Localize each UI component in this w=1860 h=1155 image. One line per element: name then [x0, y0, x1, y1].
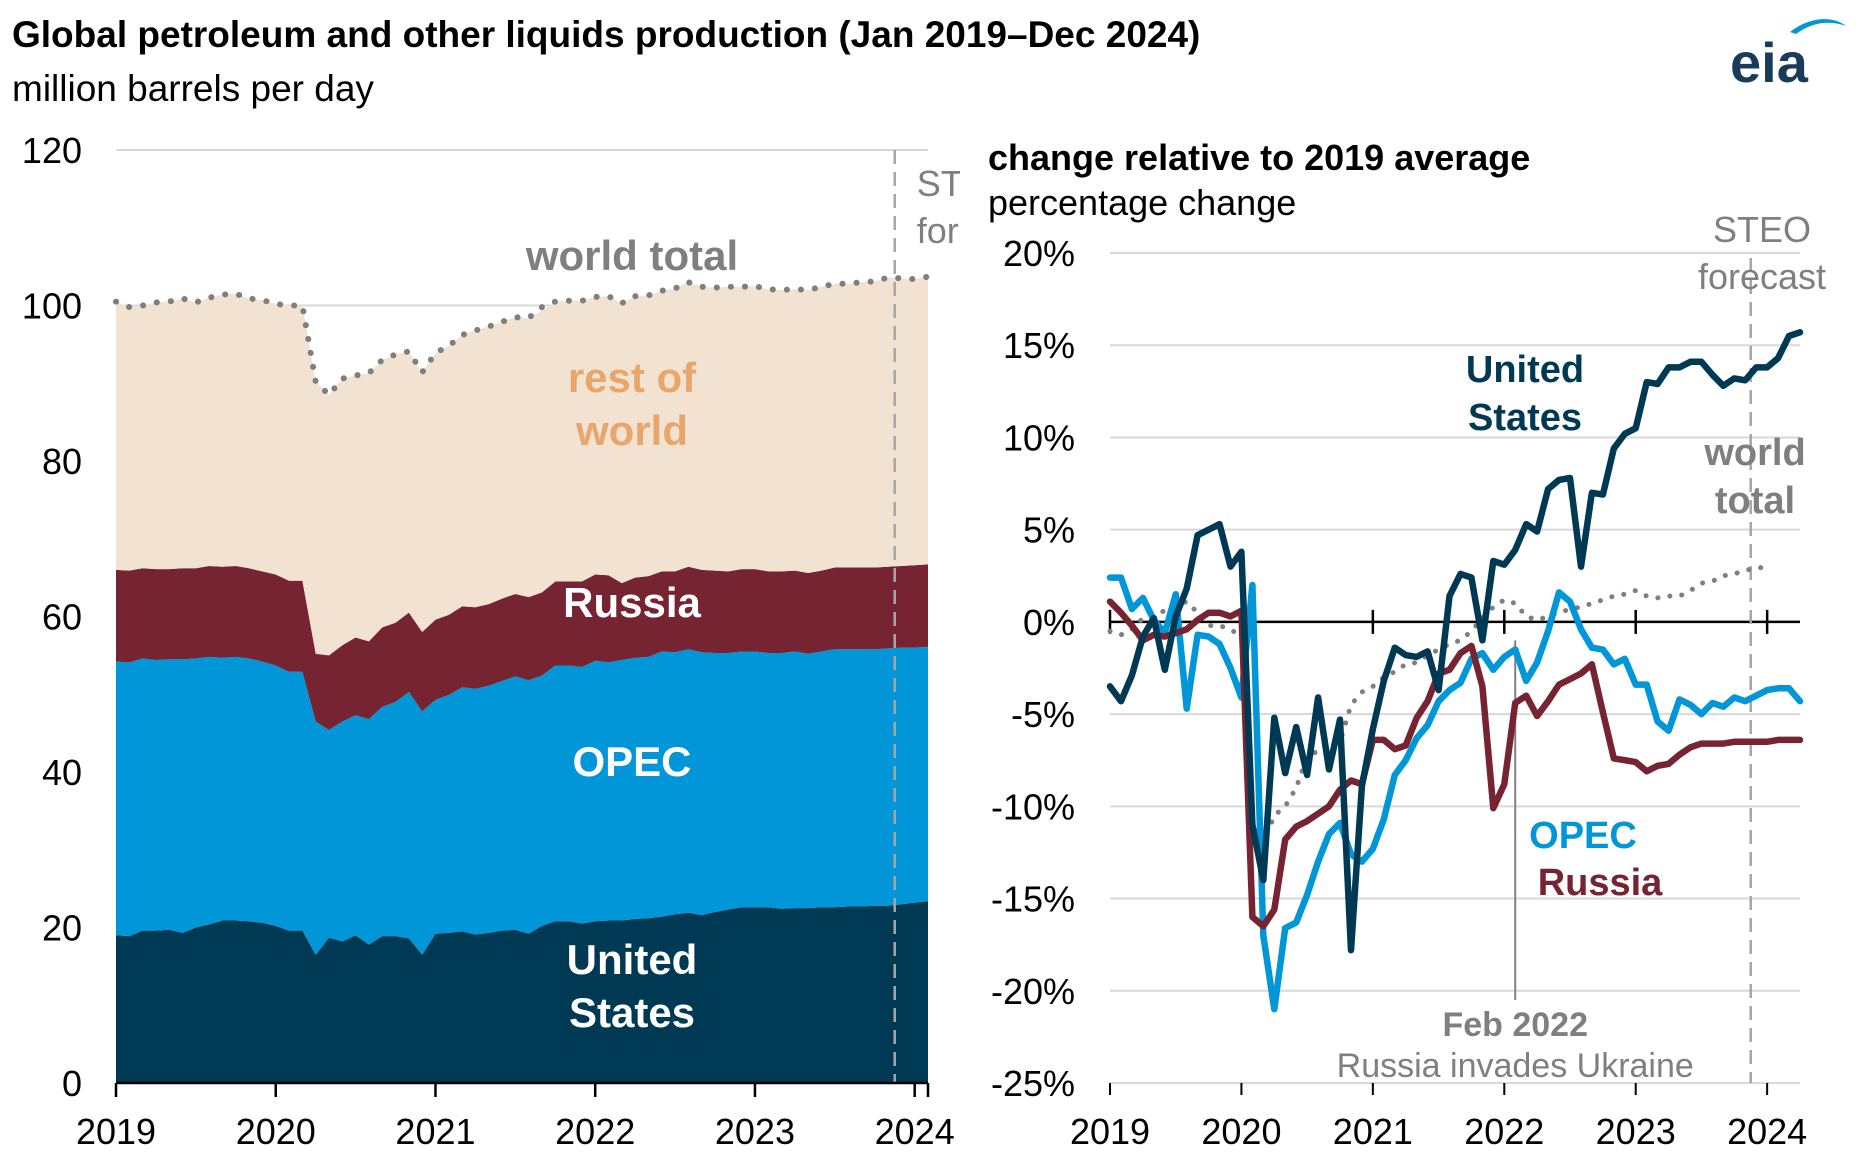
- series-label-opec: OPEC: [572, 738, 691, 785]
- x-tick-label: 2024: [1727, 1111, 1807, 1152]
- x-tick-label: 2020: [236, 1111, 316, 1152]
- y-tick-label: 100: [22, 286, 82, 327]
- x-tick-label: 2024: [875, 1111, 955, 1152]
- series-label-russia: Russia: [563, 579, 701, 626]
- x-tick-label: 2020: [1201, 1111, 1281, 1152]
- x-tick-label: 2022: [555, 1111, 635, 1152]
- series-label-world-total: world total: [1703, 432, 1805, 522]
- x-tick-label: 2019: [1070, 1111, 1150, 1152]
- x-tick-label: 2022: [1464, 1111, 1544, 1152]
- y-tick-label: 80: [42, 441, 82, 482]
- eia-logo-swoosh: [1790, 19, 1846, 34]
- y-tick-label: -25%: [991, 1063, 1075, 1104]
- y-tick-label: 10%: [1003, 417, 1075, 458]
- series-label-opec: OPEC: [1529, 815, 1637, 857]
- series-label-rest-of-world: rest of world: [568, 354, 697, 454]
- y-tick-label: 40: [42, 752, 82, 793]
- y-tick-label: -5%: [1011, 694, 1075, 735]
- x-tick-label: 2021: [395, 1111, 475, 1152]
- line-russia: [1106, 598, 1804, 930]
- y-tick-label: 0: [62, 1063, 82, 1104]
- y-tick-label: 20: [42, 908, 82, 949]
- area-rest-of-world: [116, 276, 928, 656]
- y-tick-label: -20%: [991, 971, 1075, 1012]
- y-tick-label: 60: [42, 597, 82, 638]
- x-tick-label: 2021: [1333, 1111, 1413, 1152]
- event-label: Feb 2022: [1442, 1006, 1588, 1044]
- chart-subtitle: million barrels per day: [12, 68, 374, 109]
- panel-subtitle: percentage change: [988, 182, 1296, 223]
- line-world-total: [1107, 564, 1770, 846]
- area-russia: [116, 564, 928, 730]
- x-tick-label: 2023: [1596, 1111, 1676, 1152]
- y-tick-label: -15%: [991, 879, 1075, 920]
- series-label-united-states: United States: [1466, 349, 1584, 439]
- eia-logo-text: eia: [1730, 31, 1809, 94]
- x-tick-label: 2019: [76, 1111, 156, 1152]
- eia-logo: eia: [1730, 19, 1846, 94]
- area-united-states: [116, 901, 928, 1083]
- line-opec: [1106, 574, 1804, 1013]
- y-tick-label: 15%: [1003, 325, 1075, 366]
- chart-title: Global petroleum and other liquids produ…: [12, 14, 1201, 55]
- y-tick-label: 0%: [1023, 602, 1075, 643]
- line-united-states: [1106, 329, 1804, 954]
- series-label-world-total: world total: [525, 232, 738, 279]
- series-label-russia: Russia: [1538, 862, 1663, 904]
- x-tick-label: 2023: [715, 1111, 795, 1152]
- y-tick-label: 5%: [1023, 510, 1075, 551]
- area-opec: [116, 646, 928, 955]
- y-tick-label: 120: [22, 130, 82, 171]
- panel-title: change relative to 2019 average: [988, 137, 1530, 178]
- series-label-united-states: United States: [567, 936, 698, 1036]
- event-sublabel: Russia invades Ukraine: [1337, 1047, 1694, 1085]
- line-world-total: [113, 273, 931, 400]
- y-tick-label: -10%: [991, 786, 1075, 827]
- y-tick-label: 20%: [1003, 233, 1075, 274]
- stacked-area-chart: 0 20 40 60 80 100 120 United States OPEC Russia res…: [22, 130, 960, 1152]
